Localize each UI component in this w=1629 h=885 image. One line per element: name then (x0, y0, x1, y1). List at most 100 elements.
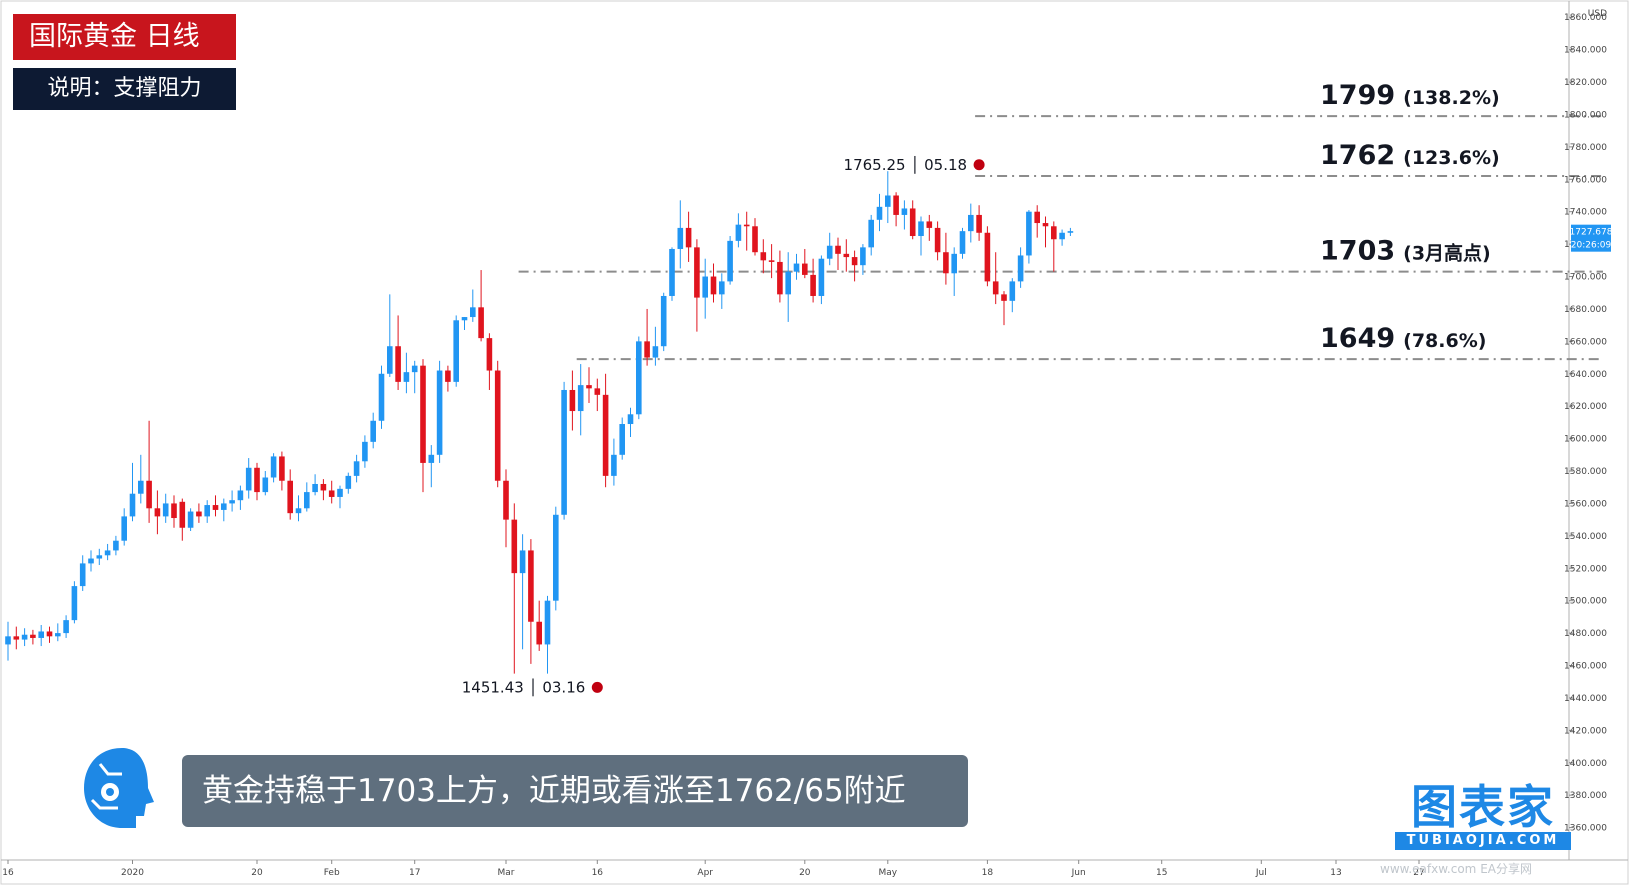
candle (196, 503, 202, 523)
candle (146, 420, 152, 523)
candle (918, 216, 924, 256)
candle (992, 252, 999, 305)
candle-body (976, 214, 982, 233)
candle-body (702, 276, 708, 298)
candle (229, 490, 235, 512)
extreme-marker (591, 681, 603, 693)
candle (893, 192, 899, 227)
candle-body (885, 195, 891, 207)
candle (669, 247, 675, 301)
y-tick-label: 1400.000 (1564, 759, 1607, 769)
candle (951, 247, 957, 296)
candle (237, 485, 244, 510)
candle (710, 263, 717, 303)
candle-body (1067, 231, 1074, 233)
candle-body (121, 516, 127, 541)
x-tick-label: Mar (498, 868, 515, 878)
candle (868, 214, 874, 256)
candle-body (162, 503, 169, 517)
candle (586, 367, 592, 403)
candle (96, 548, 103, 566)
candle (287, 469, 293, 520)
candles-layer (5, 171, 1074, 674)
y-tick-label: 1380.000 (1564, 791, 1607, 801)
candle (370, 412, 376, 449)
candle (262, 471, 269, 496)
x-tick-label: 16 (592, 868, 604, 878)
candle (627, 407, 634, 437)
candle (212, 495, 219, 517)
candle-body (669, 248, 675, 296)
y-tick-label: 1780.000 (1564, 143, 1607, 153)
candle (312, 474, 318, 496)
candle-body (1001, 294, 1007, 301)
candle (511, 503, 518, 674)
watermark: www.eafxw.com EA分享网 (1380, 862, 1532, 876)
y-tick-label: 1460.000 (1564, 662, 1607, 672)
candle-body (943, 252, 949, 274)
candle-body (835, 245, 841, 254)
x-tick-label: 15 (1156, 868, 1167, 878)
candle (445, 365, 451, 392)
level-note: (3月高点) (1403, 242, 1491, 265)
candle-body (13, 636, 20, 640)
candle-body (760, 252, 767, 261)
candle (378, 365, 385, 429)
candle (403, 352, 410, 394)
candle (611, 438, 617, 486)
candle (735, 213, 742, 248)
candle-body (320, 483, 327, 491)
candle (602, 373, 609, 488)
candle-body (279, 456, 285, 481)
candle (577, 364, 584, 436)
candle (901, 200, 908, 230)
candle-body (536, 621, 542, 645)
candle-body (1017, 255, 1024, 282)
candle-body (785, 271, 791, 295)
candle-body (893, 195, 899, 215)
candle (187, 508, 194, 531)
y-tick-label: 1480.000 (1564, 629, 1607, 639)
y-tick-label: 1520.000 (1564, 564, 1607, 574)
candle-body (229, 500, 235, 504)
candle (436, 360, 443, 463)
candle-body (1051, 226, 1057, 240)
candle-body (860, 247, 866, 266)
candle-body (660, 295, 667, 347)
price-tag-layer: 1727.678 20:26:09 (1570, 224, 1613, 252)
candle (121, 508, 127, 546)
candle (428, 445, 435, 488)
y-tick-label: 1740.000 (1564, 208, 1607, 218)
candle (154, 490, 161, 535)
candle-body (171, 503, 177, 519)
candle (13, 626, 20, 650)
candle-body (926, 221, 933, 228)
candle (1017, 247, 1024, 288)
candle (494, 360, 501, 488)
candle-body (934, 227, 941, 253)
candle (129, 462, 136, 522)
candle (245, 458, 252, 499)
candle-body (1026, 211, 1032, 256)
candle (46, 626, 53, 643)
x-tick-label: 18 (982, 868, 994, 878)
candle-body (544, 600, 551, 645)
candle (1009, 278, 1016, 313)
candle-body (79, 563, 86, 587)
candle-body (909, 208, 916, 237)
candle-body (602, 394, 609, 476)
candle (793, 253, 800, 280)
level-note: (78.6%) (1403, 330, 1486, 352)
candle-body (461, 317, 468, 321)
candle (760, 239, 767, 274)
candle (826, 232, 833, 266)
candle-body (793, 263, 800, 272)
candle-body (328, 490, 335, 497)
candle-body (403, 372, 410, 382)
candle (279, 451, 285, 491)
y-tick-label: 1860.000 (1564, 13, 1607, 23)
candle-body (337, 488, 343, 497)
candle (519, 534, 526, 650)
candle (561, 381, 567, 520)
